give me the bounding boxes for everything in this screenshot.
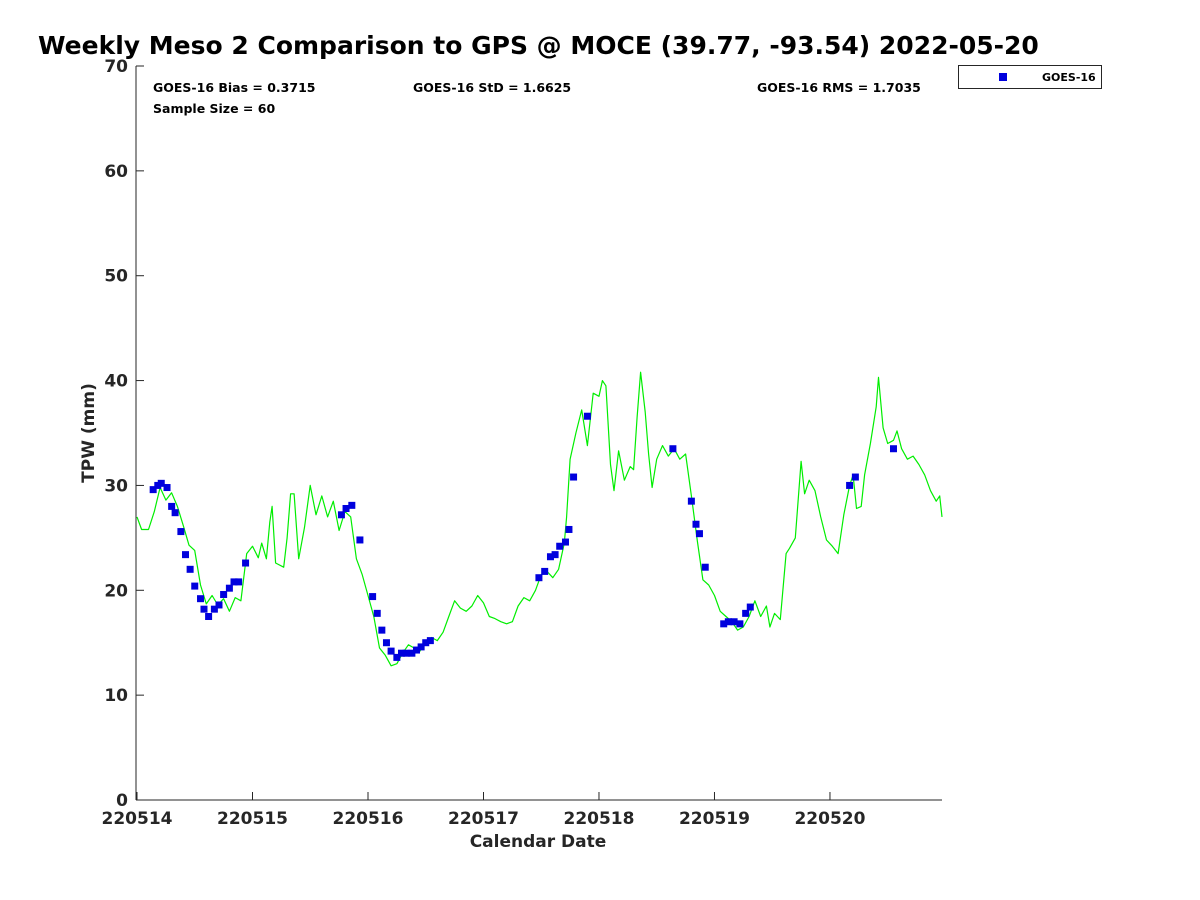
goes16-point — [692, 520, 700, 528]
y-tick-label: 30 — [104, 476, 128, 496]
goes16-point — [746, 603, 754, 611]
y-tick-label: 50 — [104, 267, 128, 287]
goes16-point — [742, 609, 750, 617]
x-axis-label: Calendar Date — [470, 832, 607, 852]
y-tick-label: 0 — [116, 791, 128, 811]
goes16-point — [182, 551, 190, 559]
goes16-point — [369, 593, 377, 601]
x-tick-label: 220517 — [448, 809, 519, 829]
goes16-point — [337, 511, 345, 519]
goes16-point — [570, 473, 578, 481]
y-tick-label: 20 — [104, 581, 128, 601]
goes16-point — [157, 479, 165, 487]
goes16-point — [393, 653, 401, 661]
goes16-point — [417, 643, 425, 651]
goes16-point — [373, 609, 381, 617]
goes16-point — [583, 412, 591, 420]
y-axis-ticks: 0 10 20 30 40 50 60 70 — [104, 57, 144, 811]
goes16-point — [541, 567, 549, 575]
rms-stat: GOES-16 RMS = 1.7035 — [757, 80, 921, 95]
goes16-point — [197, 595, 205, 603]
x-axis-ticks: 220514 220515 220516 220517 220518 220519 2205… — [102, 792, 866, 829]
x-tick-label: 220520 — [794, 809, 865, 829]
legend-box — [958, 65, 1102, 89]
goes16-point — [397, 649, 405, 657]
goes16-point — [387, 647, 395, 655]
goes16-point — [736, 620, 744, 628]
goes16-point — [378, 626, 386, 634]
goes16-point — [230, 578, 238, 586]
x-tick-label: 220514 — [102, 809, 173, 829]
goes16-point — [235, 578, 243, 586]
goes16-point — [720, 620, 728, 628]
y-axis-label: TPW (mm) — [79, 383, 99, 483]
goes16-point — [561, 538, 569, 546]
goes16-point — [724, 618, 732, 626]
series-layer — [136, 371, 943, 667]
std-stat: GOES-16 StD = 1.6625 — [413, 80, 571, 95]
goes16-point — [565, 525, 573, 533]
goes16-point — [422, 639, 430, 647]
goes16-point — [356, 536, 364, 544]
goes16-point — [186, 565, 194, 573]
bias-stat: GOES-16 Bias = 0.3715 — [153, 80, 315, 95]
legend: GOES-16 — [958, 65, 1102, 89]
goes16-point — [149, 486, 157, 494]
goes16-point — [225, 584, 233, 592]
goes16-point — [426, 637, 434, 645]
chart-title: Weekly Meso 2 Comparison to GPS @ MOCE (… — [38, 31, 1039, 60]
goes16-point — [205, 613, 213, 620]
goes16-point — [535, 574, 543, 582]
goes16-point — [408, 649, 416, 657]
goes16-point — [191, 582, 199, 590]
goes16-point — [402, 649, 410, 657]
gps-series-line — [136, 371, 943, 667]
goes16-point — [730, 618, 738, 626]
x-tick-label: 220516 — [332, 809, 403, 829]
goes16-point — [695, 530, 703, 538]
goes16-point — [382, 639, 390, 647]
goes16-point — [412, 646, 420, 654]
goes16-point — [242, 559, 250, 567]
goes16-point — [171, 509, 179, 517]
x-tick-label: 220519 — [679, 809, 750, 829]
x-tick-label: 220515 — [217, 809, 288, 829]
goes16-point — [177, 528, 185, 536]
plot-area — [135, 66, 942, 801]
goes16-point — [215, 601, 223, 609]
goes16-point — [200, 605, 208, 613]
legend-label: GOES-16 — [1042, 71, 1096, 84]
y-tick-label: 10 — [104, 686, 128, 706]
y-tick-label: 70 — [104, 57, 128, 77]
sample-size-stat: Sample Size = 60 — [153, 101, 275, 116]
goes16-point — [163, 484, 171, 492]
goes16-point — [546, 553, 554, 561]
goes16-point — [889, 445, 897, 453]
goes16-point — [556, 542, 564, 550]
goes16-point — [220, 590, 228, 598]
goes16-point — [687, 497, 695, 505]
x-tick-label: 220518 — [563, 809, 634, 829]
goes16-point — [851, 473, 859, 481]
goes16-point — [348, 501, 356, 509]
goes16-point — [669, 445, 677, 453]
goes16-point — [168, 502, 176, 510]
goes16-point — [210, 605, 218, 613]
goes16-point — [846, 481, 854, 489]
y-tick-label: 40 — [104, 372, 128, 392]
goes16-point — [701, 563, 709, 571]
y-tick-label: 60 — [104, 162, 128, 182]
legend-marker — [999, 73, 1007, 81]
goes16-point — [342, 504, 350, 512]
goes16-point — [551, 551, 559, 559]
